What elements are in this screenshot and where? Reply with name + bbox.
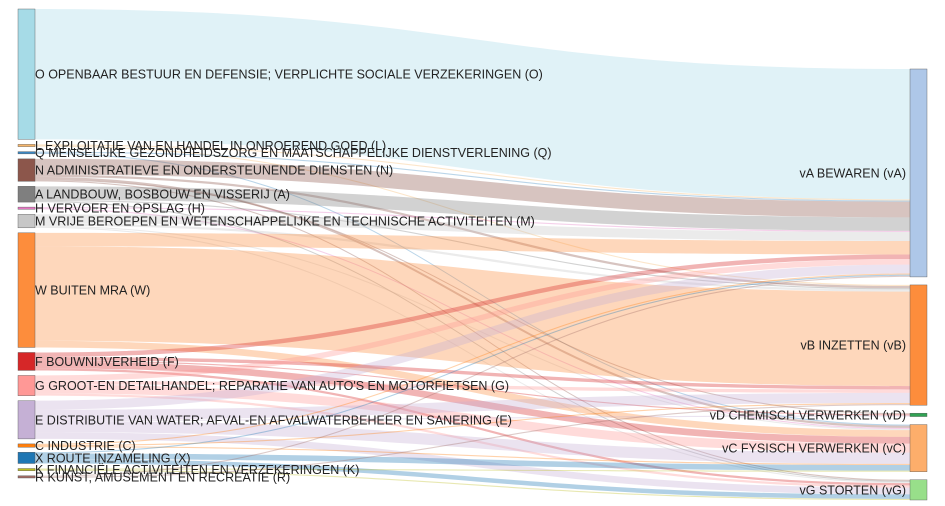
link-M-vA <box>35 214 910 241</box>
node-label-E: E DISTRIBUTIE VAN WATER; AFVAL-EN AFVALW… <box>35 413 512 427</box>
link-K-vG <box>35 469 910 500</box>
link-E-vA <box>35 264 910 410</box>
link-F-vA <box>35 254 910 357</box>
node-N[interactable] <box>17 158 36 182</box>
link-F-vB <box>35 356 910 390</box>
node-label-F: F BOUWNIJVERHEID (F) <box>35 355 179 369</box>
node-Q[interactable] <box>17 151 36 155</box>
node-O[interactable] <box>17 8 36 140</box>
link-M-vG <box>35 226 910 484</box>
sankey-links <box>35 9 910 500</box>
link-G-vB <box>35 381 910 393</box>
link-E-vC <box>35 420 910 464</box>
node-label-vB: vB INZETTEN (vB) <box>800 339 906 353</box>
link-C-vA <box>35 273 910 446</box>
link-Q-vC <box>35 152 910 426</box>
node-G[interactable] <box>17 375 36 396</box>
link-Q-vA <box>35 151 910 202</box>
node-vA[interactable] <box>909 68 928 278</box>
link-L-vB <box>35 145 910 287</box>
sankey-labels: O OPENBAAR BESTUUR EN DEFENSIE; VERPLICH… <box>35 68 906 498</box>
link-K-vC <box>35 468 910 472</box>
link-G-vA <box>35 258 910 382</box>
node-A[interactable] <box>17 186 36 203</box>
node-H[interactable] <box>17 206 36 210</box>
node-label-X: X ROUTE INZAMELING (X) <box>35 451 191 465</box>
sankey-nodes <box>17 8 928 501</box>
node-label-K: K FINANCIËLE ACTIVITEITEN EN VERZEKERING… <box>35 463 359 477</box>
node-label-G: G GROOT-EN DETAILHANDEL; REPARATIE VAN A… <box>35 379 509 393</box>
link-W-vA <box>35 232 910 255</box>
node-label-A: A LANDBOUW, BOSBOUW EN VISSERIJ (A) <box>35 188 290 202</box>
link-C-vC <box>35 446 910 466</box>
node-label-W: W BUITEN MRA (W) <box>35 284 150 298</box>
link-O-vA <box>35 9 910 200</box>
link-G-vC <box>35 384 910 453</box>
node-label-Q: Q MENSELIJKE GEZONDHEIDSZORG EN MAATSCHA… <box>35 146 552 160</box>
link-H-vC <box>35 208 910 430</box>
link-M-vC <box>35 225 910 431</box>
node-vG[interactable] <box>909 479 928 501</box>
node-label-vG: vG STORTEN (vG) <box>800 483 907 497</box>
link-G-vG <box>35 393 910 488</box>
link-W-vB <box>35 246 910 387</box>
link-H-vA <box>35 207 910 232</box>
node-label-vC: vC FYSISCH VERWERKEN (vC) <box>722 442 906 456</box>
node-vD[interactable] <box>909 412 928 417</box>
node-label-O: O OPENBAAR BESTUUR EN DEFENSIE; VERPLICH… <box>35 68 543 82</box>
link-X-vA <box>35 274 910 454</box>
link-E-vD <box>35 415 910 421</box>
node-label-M: M VRIJE BEROEPEN EN WETENSCHAPPELIJKE EN… <box>35 215 535 229</box>
link-N-vD <box>35 179 910 415</box>
link-R-vA <box>35 275 910 477</box>
link-M-vB <box>35 223 910 292</box>
link-N-vG <box>35 180 910 481</box>
node-vB[interactable] <box>909 284 928 406</box>
node-label-H: H VERVOER EN OPSLAG (H) <box>35 202 205 216</box>
link-N-vC <box>35 176 910 428</box>
link-R-vB <box>35 404 910 478</box>
node-label-R: R KUNST, AMUSEMENT EN RECREATIE (R) <box>35 470 290 484</box>
link-W-vC <box>35 340 910 437</box>
node-label-C: C INDUSTRIE (C) <box>35 439 136 453</box>
link-A-vB <box>35 199 910 290</box>
node-label-L: L EXPLOITATIE VAN EN HANDEL IN ONROEREND… <box>35 139 386 153</box>
node-L[interactable] <box>17 144 36 147</box>
link-E-vB <box>35 392 910 420</box>
link-E-vG <box>35 432 910 495</box>
node-C[interactable] <box>17 443 36 448</box>
link-L-vA <box>35 144 910 201</box>
link-A-vA <box>35 186 910 231</box>
node-M[interactable] <box>17 214 36 229</box>
link-F-vC <box>35 361 910 444</box>
link-X-vC <box>35 453 910 471</box>
link-C-vB <box>35 402 910 447</box>
link-X-vG <box>35 459 910 499</box>
node-label-vA: vA BEWAREN (vA) <box>800 166 907 180</box>
node-E[interactable] <box>17 400 36 440</box>
link-F-vG <box>35 368 910 486</box>
node-vC[interactable] <box>909 424 928 472</box>
node-F[interactable] <box>17 352 36 371</box>
node-X[interactable] <box>17 452 36 464</box>
link-F-vD <box>35 360 910 416</box>
node-W[interactable] <box>17 232 36 348</box>
link-N-vA <box>35 158 910 218</box>
node-label-vD: vD CHEMISCH VERWERKEN (vD) <box>710 408 906 422</box>
link-A-vG <box>35 200 910 483</box>
node-label-N: N ADMINISTRATIEVE EN ONDERSTEUNENDE DIEN… <box>35 164 393 178</box>
node-K[interactable] <box>17 468 36 471</box>
link-N-vB <box>35 174 910 289</box>
node-R[interactable] <box>17 475 36 479</box>
